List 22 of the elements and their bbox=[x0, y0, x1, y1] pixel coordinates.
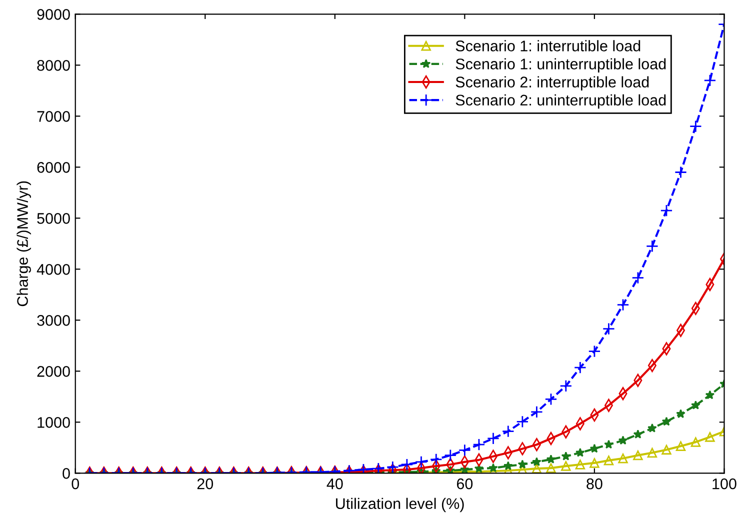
x-tick-label: 0 bbox=[72, 478, 80, 490]
y-tick-label: 4000 bbox=[36, 264, 70, 275]
y-tick-label: 8000 bbox=[37, 60, 70, 71]
y-tick-label: 2000 bbox=[37, 366, 70, 377]
x-tick-label: 100 bbox=[712, 478, 736, 490]
y-axis-title: Charge (£/)MW/yr) bbox=[16, 181, 31, 306]
x-tick-label: 60 bbox=[456, 478, 473, 490]
y-tick-label: 1000 bbox=[38, 417, 70, 428]
y-tick-label: 9000 bbox=[37, 9, 70, 20]
y-tick-label: 0 bbox=[62, 468, 70, 479]
y-tick-label: 5000 bbox=[37, 213, 70, 224]
x-tick-label: 80 bbox=[586, 478, 602, 490]
legend-label: Scenario 2: uninterruptible load bbox=[456, 94, 666, 109]
legend-label: Scenario 1: uninterruptible load bbox=[456, 58, 666, 72]
x-tick-label: 40 bbox=[326, 478, 343, 490]
y-tick-label: 6000 bbox=[37, 162, 70, 173]
legend-label: Scenario 2: interruptible load bbox=[456, 76, 649, 91]
y-tick-label: 3000 bbox=[37, 315, 70, 326]
x-tick-label: 20 bbox=[197, 478, 214, 490]
legend-label: Scenario 1: interrutible load bbox=[456, 40, 640, 52]
x-axis-title: Utilization level (%) bbox=[336, 498, 464, 512]
y-tick-label: 7000 bbox=[37, 111, 70, 122]
